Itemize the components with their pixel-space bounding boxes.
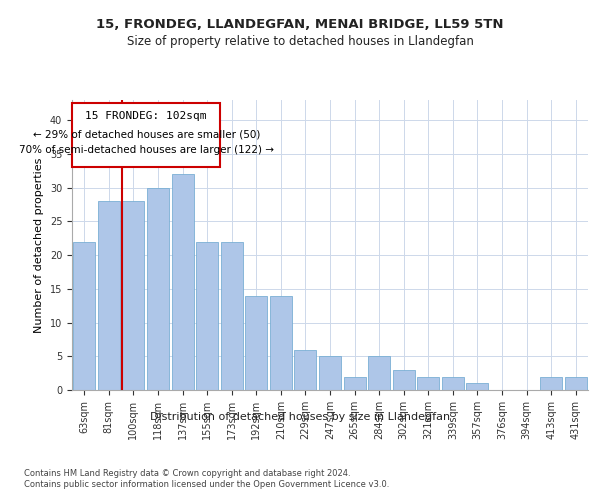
Bar [172, 174, 194, 390]
Bar [565, 376, 587, 390]
Text: Contains public sector information licensed under the Open Government Licence v3: Contains public sector information licen… [24, 480, 389, 489]
Bar [368, 356, 390, 390]
Bar [442, 376, 464, 390]
Bar [221, 242, 243, 390]
Text: 70% of semi-detached houses are larger (122) →: 70% of semi-detached houses are larger (… [19, 145, 274, 155]
Bar [417, 376, 439, 390]
Bar [540, 376, 562, 390]
Bar [295, 350, 316, 390]
Bar [270, 296, 292, 390]
Bar [73, 242, 95, 390]
Bar [147, 188, 169, 390]
Bar [392, 370, 415, 390]
Bar [319, 356, 341, 390]
Text: Size of property relative to detached houses in Llandegfan: Size of property relative to detached ho… [127, 35, 473, 48]
Bar [98, 201, 120, 390]
Text: 15, FRONDEG, LLANDEGFAN, MENAI BRIDGE, LL59 5TN: 15, FRONDEG, LLANDEGFAN, MENAI BRIDGE, L… [96, 18, 504, 30]
Bar [245, 296, 268, 390]
Text: ← 29% of detached houses are smaller (50): ← 29% of detached houses are smaller (50… [32, 129, 260, 139]
Text: 15 FRONDEG: 102sqm: 15 FRONDEG: 102sqm [85, 112, 207, 122]
FancyBboxPatch shape [73, 104, 220, 168]
Bar [196, 242, 218, 390]
Y-axis label: Number of detached properties: Number of detached properties [34, 158, 44, 332]
Bar [344, 376, 365, 390]
Bar [122, 201, 145, 390]
Bar [466, 384, 488, 390]
Text: Contains HM Land Registry data © Crown copyright and database right 2024.: Contains HM Land Registry data © Crown c… [24, 469, 350, 478]
Text: Distribution of detached houses by size in Llandegfan: Distribution of detached houses by size … [150, 412, 450, 422]
